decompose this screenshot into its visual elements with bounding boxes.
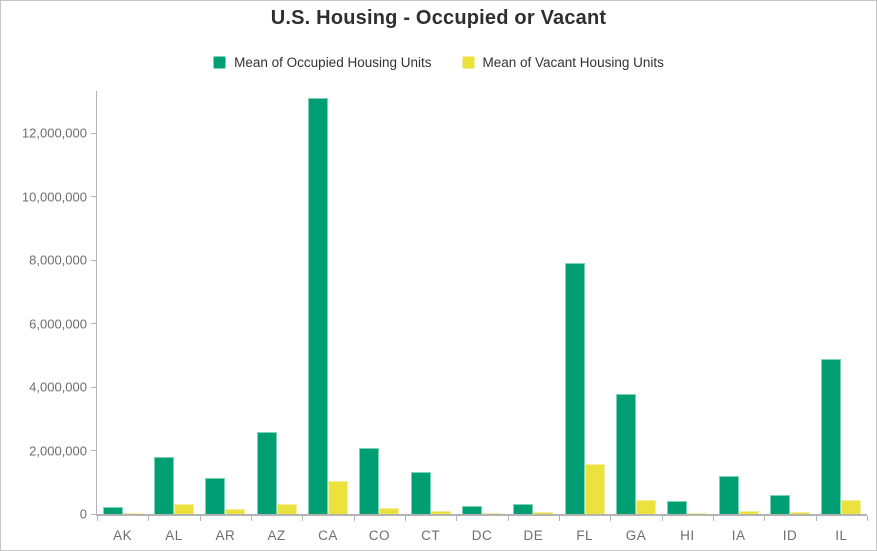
y-axis-tick <box>91 196 96 197</box>
x-axis-tick <box>815 516 817 521</box>
x-axis-label-CO: CO <box>368 528 390 543</box>
x-axis-tick <box>148 516 150 521</box>
x-axis-tick <box>353 516 355 521</box>
x-axis-label-DC: DC <box>471 528 493 543</box>
bar-occupied-IA[interactable] <box>718 475 739 514</box>
bar-vacant-IA[interactable] <box>738 510 759 514</box>
x-axis-label-ID: ID <box>782 528 798 543</box>
x-axis-label-IA: IA <box>731 528 746 543</box>
bar-occupied-DC[interactable] <box>462 505 482 514</box>
bar-vacant-IL[interactable] <box>841 499 862 514</box>
x-axis-tick <box>764 516 766 521</box>
y-axis-tick-label: 4,000,000 <box>29 379 87 395</box>
legend-swatch-icon <box>213 56 227 69</box>
bar-vacant-HI[interactable] <box>687 512 708 514</box>
x-axis-label-AZ: AZ <box>267 528 286 543</box>
legend-item-vacant[interactable]: Mean of Vacant Housing Units <box>461 55 664 70</box>
y-axis-tick <box>91 259 96 261</box>
legend-label: Mean of Occupied Housing Units <box>234 55 432 70</box>
x-axis-tick <box>610 516 612 521</box>
x-axis-label-AL: AL <box>165 528 183 543</box>
y-axis-tick <box>91 386 96 388</box>
bar-vacant-GA[interactable] <box>636 500 656 514</box>
x-axis-label-AK: AK <box>113 528 133 543</box>
bar-occupied-GA[interactable] <box>616 394 636 514</box>
bar-vacant-AL[interactable] <box>174 503 194 514</box>
bar-occupied-AK[interactable] <box>102 507 123 514</box>
x-axis-label-FL: FL <box>576 528 594 543</box>
x-axis-label-AR: AR <box>215 528 236 543</box>
legend-label: Mean of Vacant Housing Units <box>482 55 664 70</box>
x-axis-label-IL: IL <box>835 528 848 543</box>
bar-vacant-FL[interactable] <box>584 464 605 514</box>
bar-vacant-DC[interactable] <box>482 513 502 514</box>
bar-occupied-AL[interactable] <box>154 456 174 514</box>
bar-vacant-ID[interactable] <box>790 512 810 514</box>
bar-occupied-FL[interactable] <box>564 263 585 514</box>
bar-occupied-IL[interactable] <box>821 359 842 514</box>
bar-occupied-AR[interactable] <box>205 478 226 514</box>
y-axis-tick <box>91 513 96 515</box>
y-axis-tick-label: 2,000,000 <box>29 443 87 458</box>
x-axis-line <box>96 514 867 516</box>
x-axis-tick <box>97 516 98 521</box>
y-axis-tick <box>91 450 96 451</box>
x-axis-tick <box>713 516 714 521</box>
bar-occupied-CA[interactable] <box>308 98 328 514</box>
x-axis-tick <box>405 516 406 521</box>
y-axis-tick-label: 8,000,000 <box>29 252 87 268</box>
legend-swatch-icon <box>461 56 475 69</box>
x-axis-tick <box>456 516 458 521</box>
x-axis-label-CT: CT <box>421 528 441 543</box>
x-axis-tick <box>559 516 560 521</box>
x-axis-label-CA: CA <box>318 528 338 543</box>
bar-vacant-AR[interactable] <box>225 509 246 514</box>
x-axis-tick <box>302 516 304 521</box>
x-axis-label-DE: DE <box>523 528 544 543</box>
chart-legend: Mean of Occupied Housing Units Mean of Va… <box>1 55 876 70</box>
y-axis-tick <box>91 323 96 324</box>
y-axis-tick-label: 0 <box>79 506 87 522</box>
bar-vacant-CA[interactable] <box>328 480 348 514</box>
y-axis-tick-label: 6,000,000 <box>29 316 87 331</box>
x-axis-tick <box>661 516 663 521</box>
x-axis-tick <box>199 516 201 521</box>
x-axis-label-HI: HI <box>680 528 695 543</box>
bar-vacant-CT[interactable] <box>430 511 451 514</box>
bar-vacant-AK[interactable] <box>122 512 143 514</box>
bar-vacant-CO[interactable] <box>379 508 400 514</box>
y-axis-tick-label: 10,000,000 <box>21 189 87 204</box>
legend-item-occupied[interactable]: Mean of Occupied Housing Units <box>213 55 432 70</box>
y-axis-line <box>96 91 97 516</box>
chart-title: U.S. Housing - Occupied or Vacant <box>270 7 607 29</box>
bar-occupied-ID[interactable] <box>770 495 790 514</box>
bar-vacant-AZ[interactable] <box>276 503 297 514</box>
bar-occupied-CO[interactable] <box>359 447 380 514</box>
x-axis-label-GA: GA <box>625 528 647 543</box>
x-axis-tick <box>251 516 252 521</box>
plot-area: 0 2,000,000 4,000,000 6,000,000 8,000,000 10,… <box>22 93 868 543</box>
y-axis-tick-label: 12,000,000 <box>21 125 87 141</box>
bar-occupied-CT[interactable] <box>410 471 431 514</box>
x-axis-tick <box>507 516 509 521</box>
bar-vacant-DE[interactable] <box>533 512 554 514</box>
bar-occupied-DE[interactable] <box>513 503 534 514</box>
bar-occupied-HI[interactable] <box>667 501 688 514</box>
x-axis-tick <box>867 516 868 521</box>
bar-occupied-AZ[interactable] <box>256 431 277 514</box>
y-axis-tick <box>91 132 96 134</box>
